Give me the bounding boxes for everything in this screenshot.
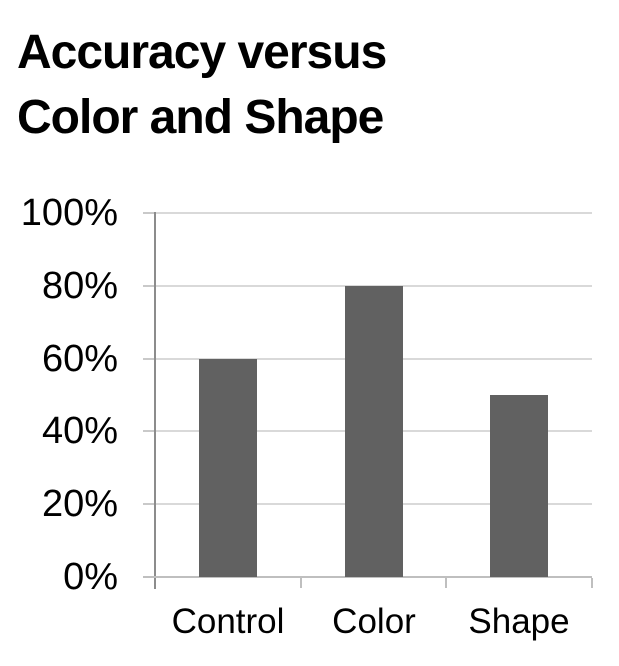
category-axis-tick <box>300 578 302 588</box>
value-axis-label: 40% <box>41 410 118 452</box>
value-axis-label: 80% <box>41 265 118 307</box>
category-axis-line <box>143 576 592 578</box>
bar-color <box>345 286 403 577</box>
bar-shape <box>490 395 548 577</box>
gridline <box>155 212 592 214</box>
bar-control <box>199 359 257 577</box>
value-axis-label: 20% <box>41 483 118 525</box>
value-axis-label: 60% <box>41 338 118 380</box>
category-axis-label: Shape <box>468 602 570 641</box>
category-axis-tick <box>591 578 593 588</box>
value-axis-tick <box>143 285 154 287</box>
category-axis-label: Color <box>332 602 416 641</box>
chart-title: Accuracy versus Color and Shape <box>17 20 387 150</box>
value-axis-label: 0% <box>63 556 118 598</box>
value-axis-label: 100% <box>20 192 118 234</box>
value-axis-line <box>154 212 156 589</box>
chart-title-line-2: Color and Shape <box>17 91 384 144</box>
value-axis-tick <box>143 503 154 505</box>
category-axis-label: Control <box>171 602 285 641</box>
chart-title-line-1: Accuracy versus <box>17 26 387 79</box>
category-axis-tick <box>445 578 447 588</box>
value-axis-tick <box>143 358 154 360</box>
value-axis-tick <box>143 212 154 214</box>
value-axis-tick <box>143 430 154 432</box>
